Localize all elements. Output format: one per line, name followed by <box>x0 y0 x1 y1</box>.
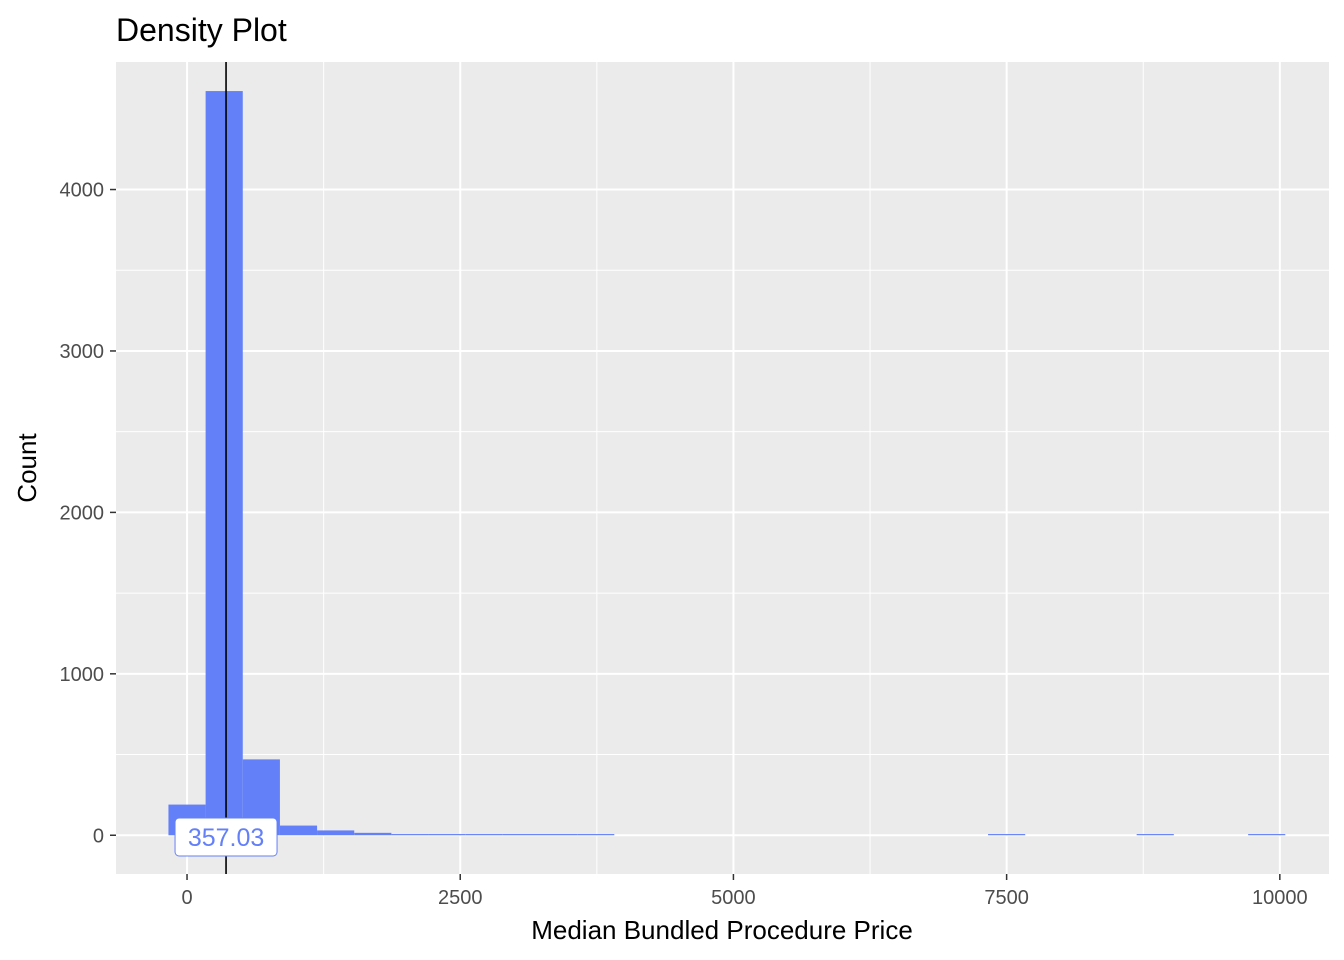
x-tick-label: 7500 <box>984 887 1029 909</box>
y-axis-ticks: 0 1000 2000 3000 4000 <box>60 180 116 847</box>
histogram-bar <box>205 91 243 836</box>
x-tick-label: 5000 <box>711 887 756 909</box>
histogram-bar <box>988 834 1026 836</box>
histogram-bars <box>168 91 1286 836</box>
histogram-bar <box>502 834 541 836</box>
x-tick-label: 10000 <box>1252 887 1308 909</box>
histogram-bar <box>279 825 318 836</box>
minor-gridlines <box>116 62 1329 874</box>
histogram-bar <box>354 832 392 836</box>
histogram-bar <box>391 834 429 836</box>
y-tick-label: 4000 <box>60 180 105 202</box>
histogram-bar <box>317 830 355 836</box>
histogram-bar <box>428 834 466 836</box>
x-tick-label: 2500 <box>438 887 483 909</box>
mean-label: 357.03 <box>188 824 264 852</box>
x-axis-title: Median Bundled Procedure Price <box>531 915 913 945</box>
histogram-bar <box>540 834 578 836</box>
y-axis-title: Count <box>12 433 42 503</box>
plot-panel <box>116 62 1329 874</box>
chart-title: Density Plot <box>116 12 287 48</box>
histogram-bar <box>1136 834 1174 836</box>
histogram-bar <box>1248 834 1286 836</box>
mean-marker: 357.03 <box>174 62 278 874</box>
x-tick-label: 0 <box>181 887 192 909</box>
y-tick-label: 3000 <box>60 341 105 363</box>
histogram-bar <box>577 834 615 836</box>
histogram-bar <box>465 834 503 836</box>
y-tick-label: 1000 <box>60 664 105 686</box>
x-axis-ticks: 0 2500 5000 7500 10000 <box>181 874 1308 909</box>
y-tick-label: 0 <box>93 825 104 847</box>
y-tick-label: 2000 <box>60 502 105 524</box>
mean-label-box <box>174 817 278 857</box>
